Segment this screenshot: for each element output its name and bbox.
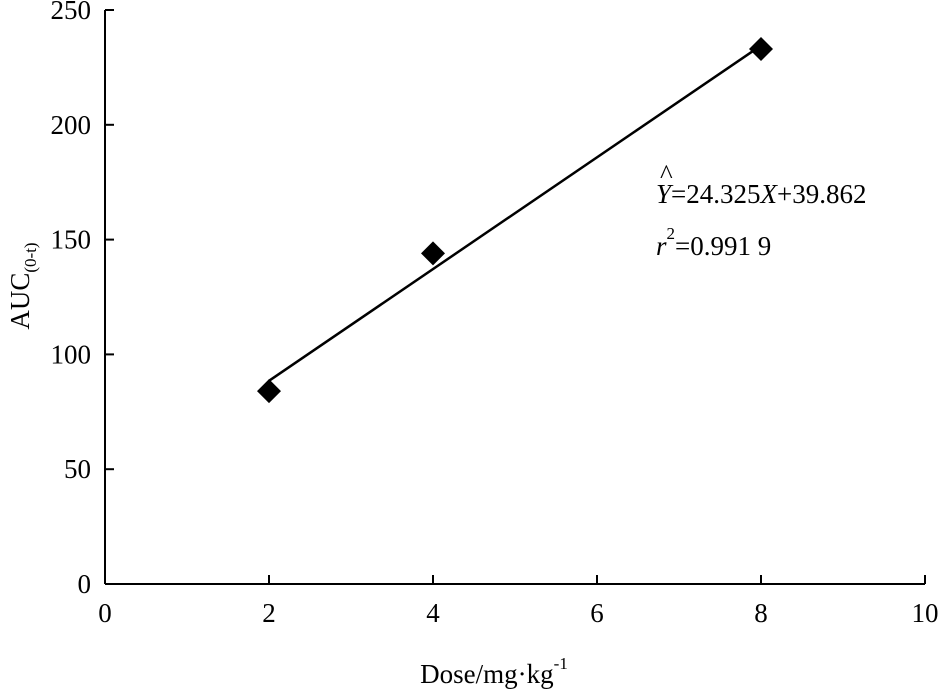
equation-intercept: +39.862 xyxy=(777,179,866,209)
x-tick-label: 4 xyxy=(426,598,440,628)
y-ticks: 0 50 100 150 200 250 xyxy=(51,0,114,599)
x-axis-label-main: Dose/mg·kg xyxy=(420,659,553,689)
r-squared: r2=0.991 9 xyxy=(656,224,771,261)
x-axis-label: Dose/mg·kg-1 xyxy=(420,654,568,689)
x-tick-label: 2 xyxy=(262,598,276,628)
x-tick-label: 8 xyxy=(754,598,768,628)
r-squared-var: r xyxy=(656,231,667,261)
y-tick-label: 0 xyxy=(78,569,92,599)
y-tick-label: 150 xyxy=(51,225,92,255)
data-point-diamond xyxy=(257,379,281,404)
r-squared-power: 2 xyxy=(667,224,676,243)
data-point-diamond xyxy=(749,37,773,62)
equation-coefficient: =24.325 xyxy=(671,179,760,209)
y-tick-label: 200 xyxy=(51,110,92,140)
y-axis-label-main: AUC xyxy=(5,273,35,330)
fit-layer xyxy=(268,44,762,382)
plot-axes xyxy=(104,10,925,585)
x-axis-label-superscript: -1 xyxy=(554,654,568,673)
x-ticks: 0 2 4 6 8 10 xyxy=(98,575,939,628)
x-tick-label: 6 xyxy=(590,598,604,628)
equation-x-var: X xyxy=(760,179,779,209)
x-tick-label: 0 xyxy=(98,598,112,628)
y-tick-label: 100 xyxy=(51,339,92,369)
data-point-diamond xyxy=(421,241,445,266)
y-tick-label: 50 xyxy=(64,454,91,484)
regression-equation: Y=24.325X+39.862 xyxy=(656,179,867,209)
hat-symbol: ^ xyxy=(660,159,673,189)
y-axis-label: AUC(0-t) xyxy=(5,242,40,329)
y-axis-label-subscript: (0-t) xyxy=(21,242,40,272)
equation-y-var: Y xyxy=(656,179,674,209)
x-tick-label: 10 xyxy=(912,598,939,628)
points-layer xyxy=(257,37,773,404)
regression-line xyxy=(268,44,762,382)
y-tick-label: 250 xyxy=(51,0,92,25)
r-squared-value: =0.991 9 xyxy=(675,231,771,261)
